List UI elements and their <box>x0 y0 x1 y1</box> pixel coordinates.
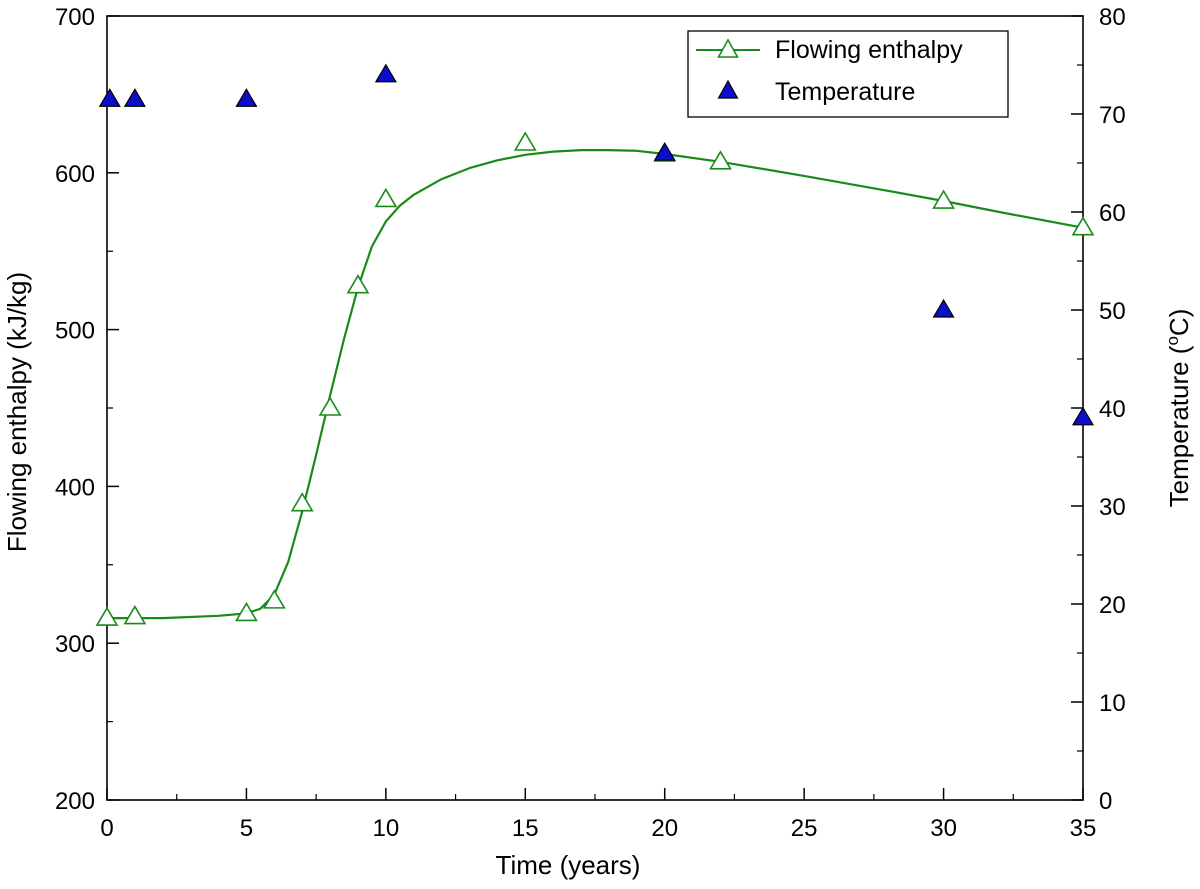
temperature-point <box>1071 406 1095 426</box>
y-right-tick-label: 40 <box>1099 396 1126 423</box>
y-axis-right: 0 10 20 30 40 50 60 70 80 <box>1071 4 1126 815</box>
legend-label-temperature: Temperature <box>775 78 915 106</box>
plot-area-border <box>106 15 1084 801</box>
legend: Flowing enthalpy Temperature <box>687 30 1009 118</box>
temperature-point <box>653 142 676 161</box>
legend-marker-temperature <box>717 79 739 99</box>
flowing-enthalpy-point <box>374 187 398 208</box>
flowing-enthalpy-point <box>95 606 119 626</box>
x-tick-label: 30 <box>930 815 957 842</box>
y-left-tick-label: 400 <box>55 474 95 501</box>
flowing-enthalpy-point <box>235 601 258 622</box>
y-right-tick-label: 0 <box>1099 788 1112 815</box>
y-axis-right-title: Temperature (oC) <box>1163 309 1194 508</box>
y-right-tick-label: 80 <box>1099 4 1126 31</box>
x-tick-label: 5 <box>240 815 253 842</box>
y-right-tick-label: 20 <box>1099 592 1126 619</box>
x-axis-title: Time (years) <box>496 850 641 880</box>
y-axis-right-title-main: Temperature ( <box>1164 345 1194 507</box>
flowing-enthalpy-point <box>318 396 342 416</box>
flowing-enthalpy-point <box>346 274 370 294</box>
y-left-tick-label: 700 <box>55 4 95 31</box>
series-layer <box>95 63 1095 626</box>
y-axis-left-title: Flowing enthalpy (kJ/kg) <box>2 272 32 552</box>
flowing-enthalpy-point <box>262 589 286 609</box>
flowing-enthalpy-line <box>107 149 1084 620</box>
y-axis-right-title-end: C) <box>1164 309 1194 336</box>
plot-frame <box>106 15 1084 801</box>
x-tick-label: 0 <box>100 815 113 842</box>
x-tick-label: 35 <box>1070 815 1097 842</box>
y-left-tick-label: 300 <box>55 631 95 658</box>
x-tick-label: 25 <box>791 815 818 842</box>
temperature-point <box>123 88 146 107</box>
x-tick-label: 20 <box>651 815 678 842</box>
temperature-point <box>374 63 397 83</box>
x-axis: 0 5 10 15 20 25 30 35 <box>100 788 1096 842</box>
flowing-enthalpy-point <box>513 131 537 151</box>
x-tick-label: 15 <box>512 815 539 842</box>
y-axis-right-title-sup: o <box>1163 336 1182 345</box>
x-tick-label: 10 <box>373 815 400 842</box>
temperature-point <box>932 298 955 318</box>
flowing-enthalpy-point <box>123 604 147 625</box>
y-right-tick-label: 60 <box>1099 200 1126 227</box>
y-left-tick-label: 500 <box>55 318 95 345</box>
legend-box <box>687 30 1009 118</box>
y-axis-left: 200 300 400 500 600 700 <box>55 4 119 815</box>
legend-label-flowing-enthalpy: Flowing enthalpy <box>775 36 963 64</box>
y-right-tick-label: 10 <box>1099 690 1126 717</box>
temperature-point <box>235 88 258 107</box>
y-left-tick-label: 200 <box>55 788 95 815</box>
y-right-tick-label: 30 <box>1099 494 1126 521</box>
y-right-tick-label: 50 <box>1099 298 1126 325</box>
flowing-enthalpy-point <box>709 150 732 170</box>
y-left-tick-label: 600 <box>55 161 95 188</box>
y-right-tick-label: 70 <box>1099 102 1126 129</box>
legend-marker-flowing-enthalpy <box>717 38 739 58</box>
flowing-enthalpy-point <box>290 492 314 512</box>
flowing-enthalpy-point <box>1071 216 1095 236</box>
flowing-enthalpy-point <box>932 189 955 209</box>
temperature-point <box>98 88 121 107</box>
